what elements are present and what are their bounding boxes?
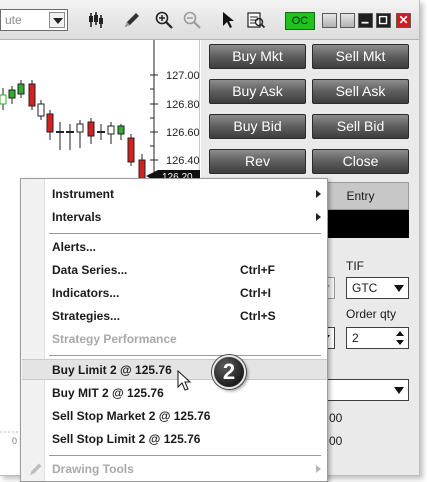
tif-select[interactable]: GTC	[346, 277, 409, 299]
menu-item-label: Instrument	[52, 187, 115, 201]
sell-bid-button[interactable]: Sell Bid	[312, 114, 409, 139]
maximize-button[interactable]	[376, 13, 391, 28]
menu-item-label: Buy MIT 2 @ 125.76	[52, 386, 164, 400]
maximize-icon	[378, 15, 388, 25]
entry-value-box	[312, 210, 409, 238]
chevron-down-icon	[394, 387, 404, 394]
stepper-up-icon[interactable]	[396, 331, 404, 336]
chart-context-menu: Instrument Intervals Alerts... Data Seri…	[20, 178, 328, 482]
menu-item-label: Intervals	[52, 210, 102, 224]
menu-item-strategies[interactable]: Strategies... Ctrl+S	[22, 306, 327, 327]
buy-mkt-button[interactable]: Buy Mkt	[209, 44, 306, 69]
bar-type-icon[interactable]	[86, 10, 106, 30]
menu-item-drawing-tools: Drawing Tools	[22, 459, 327, 480]
submenu-arrow-icon	[316, 465, 321, 473]
candles	[0, 80, 146, 190]
menu-icon-gutter	[21, 179, 45, 481]
order-qty-stepper[interactable]: 2	[346, 327, 409, 349]
stepper-down-icon[interactable]	[396, 340, 404, 345]
menu-item-indicators[interactable]: Indicators... Ctrl+I	[22, 283, 327, 304]
menu-item-intervals[interactable]: Intervals	[22, 207, 327, 228]
position-value: 00	[329, 434, 343, 448]
price-label: 126.80	[166, 99, 200, 111]
zoom-out-icon[interactable]	[182, 10, 202, 30]
menu-separator	[49, 233, 321, 234]
menu-item-label: Buy Limit 2 @ 125.76	[52, 363, 172, 377]
oc-button[interactable]: OC	[285, 12, 315, 30]
menu-item-label: Strategies...	[52, 309, 121, 323]
close-button[interactable]: ✕	[396, 13, 411, 28]
chevron-down-icon	[394, 285, 404, 292]
close-position-button[interactable]: Close	[312, 149, 409, 174]
menu-item-buy-mit[interactable]: Buy MIT 2 @ 125.76	[22, 383, 327, 404]
menu-item-shortcut: Ctrl+I	[240, 286, 272, 300]
order-qty-value: 2	[352, 331, 359, 345]
pencil-icon[interactable]	[122, 10, 142, 30]
reverse-button[interactable]: Rev	[209, 149, 306, 174]
zoom-in-icon[interactable]	[154, 10, 174, 30]
menu-item-label: Strategy Performance	[52, 332, 177, 346]
time-axis-label: 0	[12, 436, 17, 446]
step-number-badge: 2	[212, 355, 246, 389]
menu-item-label: Sell Stop Market 2 @ 125.76	[52, 409, 211, 423]
submenu-arrow-icon	[316, 190, 321, 198]
chevron-down-icon[interactable]	[49, 12, 65, 28]
price-label: 127.00	[166, 70, 200, 82]
price-label: 126.40	[166, 155, 200, 167]
menu-item-sell-stop-market[interactable]: Sell Stop Market 2 @ 125.76	[22, 406, 327, 427]
menu-item-label: Indicators...	[52, 286, 120, 300]
menu-item-sell-stop-limit[interactable]: Sell Stop Limit 2 @ 125.76	[22, 429, 327, 450]
menu-item-label: Data Series...	[52, 263, 128, 277]
interval-value: ute	[5, 13, 22, 27]
submenu-arrow-icon	[316, 213, 321, 221]
sell-mkt-button[interactable]: Sell Mkt	[312, 44, 409, 69]
close-icon: ✕	[398, 13, 409, 27]
entry-header: Entry	[312, 182, 409, 210]
tif-label: TIF	[346, 259, 364, 273]
current-price-label: 126.20	[162, 172, 193, 183]
position-value: 00	[329, 411, 343, 425]
menu-item-data-series[interactable]: Data Series... Ctrl+F	[22, 260, 327, 281]
tif-value: GTC	[352, 281, 378, 295]
buy-bid-button[interactable]: Buy Bid	[209, 114, 306, 139]
menu-item-strategy-performance: Strategy Performance	[22, 329, 327, 350]
pencil-icon	[30, 463, 42, 475]
window-option-button[interactable]	[340, 13, 355, 28]
sell-ask-button[interactable]: Sell Ask	[312, 79, 409, 104]
menu-item-label: Drawing Tools	[52, 462, 134, 476]
menu-item-shortcut: Ctrl+F	[240, 263, 276, 277]
pointer-icon[interactable]	[218, 10, 238, 30]
menu-item-alerts[interactable]: Alerts...	[22, 237, 327, 258]
menu-item-instrument[interactable]: Instrument	[22, 184, 327, 205]
buy-ask-button[interactable]: Buy Ask	[209, 79, 306, 104]
menu-item-buy-limit[interactable]: Buy Limit 2 @ 125.76	[22, 359, 327, 380]
menu-separator	[49, 455, 321, 456]
menu-item-shortcut: Ctrl+S	[240, 309, 276, 323]
window-option-button[interactable]	[322, 13, 337, 28]
price-label: 126.60	[166, 127, 200, 139]
data-box-icon[interactable]	[246, 10, 266, 30]
chart-toolbar: ute OC ✕	[0, 0, 419, 40]
minimize-button[interactable]	[358, 13, 373, 28]
menu-separator	[49, 355, 321, 356]
menu-item-label: Sell Stop Limit 2 @ 125.76	[52, 432, 201, 446]
mouse-cursor-icon	[177, 370, 192, 391]
order-qty-label: Order qty	[346, 307, 397, 321]
minimize-icon	[361, 21, 369, 24]
interval-select[interactable]: ute	[0, 9, 68, 31]
menu-item-label: Alerts...	[52, 240, 97, 254]
